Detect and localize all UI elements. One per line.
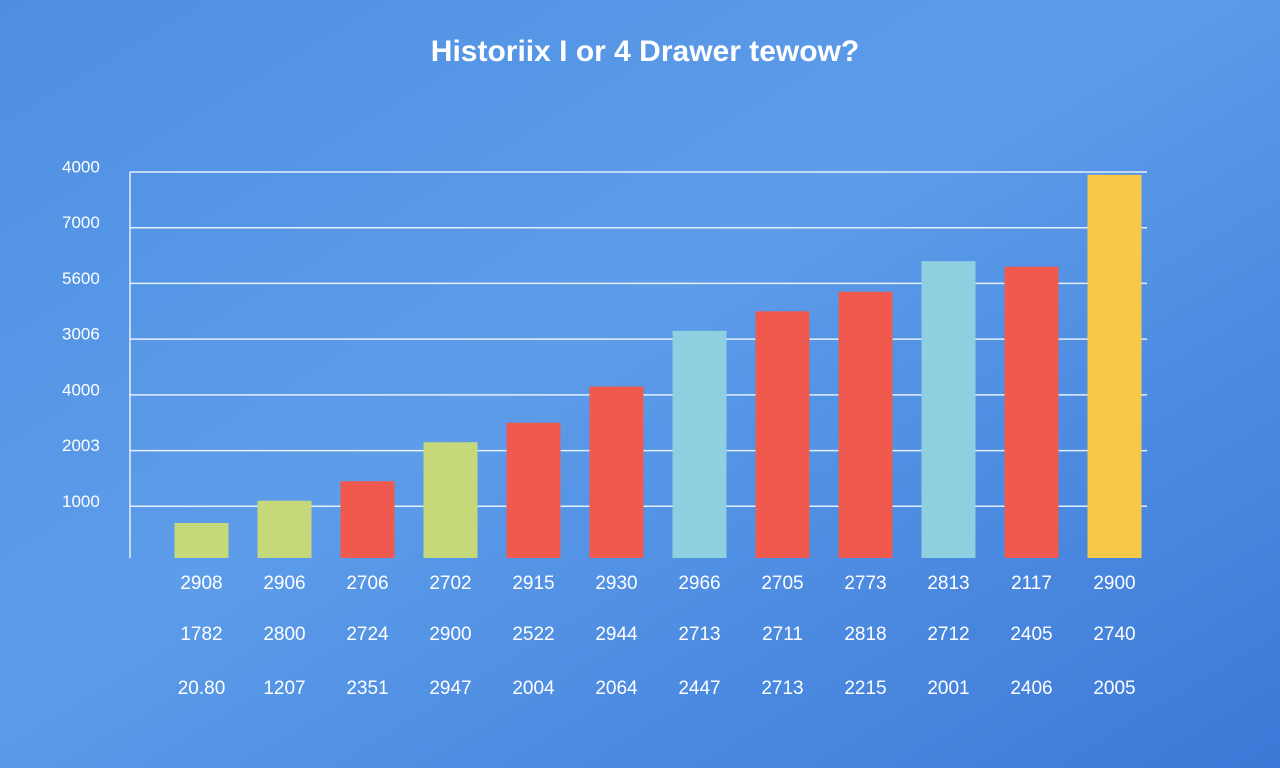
x-sub-label: 2447	[678, 678, 720, 699]
bar	[1004, 266, 1059, 558]
x-sub-label: 2900	[429, 624, 471, 645]
x-sub-label: 2215	[844, 678, 886, 699]
x-tick-label: 2773	[844, 573, 886, 594]
x-sub-label: 1207	[263, 678, 305, 699]
y-tick-label: 5600	[62, 269, 100, 288]
y-tick-label: 7000	[62, 213, 100, 232]
x-sub-label: 2944	[595, 624, 638, 645]
x-tick-label: 2813	[927, 573, 969, 594]
x-sub-label: 1782	[180, 624, 222, 645]
y-tick-label: 2003	[62, 436, 100, 455]
x-sub-label: 2800	[263, 624, 305, 645]
bar	[174, 523, 229, 558]
x-sub-label: 2712	[927, 624, 969, 645]
x-sub-label: 2004	[512, 678, 555, 699]
bar	[755, 311, 810, 558]
x-sub-label: 2947	[429, 678, 471, 699]
x-sub-label: 2351	[346, 678, 388, 699]
x-tick-label: 2900	[1093, 573, 1135, 594]
x-tick-label: 2930	[595, 573, 637, 594]
x-sub-label: 20.80	[178, 678, 226, 699]
x-sub-label: 2064	[595, 678, 638, 699]
x-sub-label: 2711	[762, 624, 803, 645]
x-tick-label: 2908	[180, 573, 222, 594]
y-tick-label: 1000	[62, 492, 100, 511]
x-sub-label: 2713	[678, 624, 720, 645]
x-tick-label: 2966	[678, 573, 720, 594]
y-tick-label: 4000	[62, 157, 100, 176]
bar	[1087, 174, 1142, 559]
x-tick-label: 2117	[1011, 573, 1052, 594]
x-sub-label: 2522	[512, 624, 554, 645]
bar	[589, 386, 644, 558]
bar	[340, 481, 395, 558]
bar	[672, 330, 727, 558]
chart-title: Historiix I or 4 Drawer tewow?	[431, 35, 859, 68]
x-sub-label: 2005	[1093, 678, 1135, 699]
x-tick-label: 2705	[761, 573, 803, 594]
x-tick-label: 2906	[263, 573, 305, 594]
x-tick-label: 2706	[346, 573, 388, 594]
bar	[921, 261, 976, 558]
x-sub-label: 2713	[761, 678, 803, 699]
bar	[506, 422, 561, 558]
x-tick-label: 2915	[512, 573, 554, 594]
bar	[257, 500, 312, 558]
bar	[838, 291, 893, 558]
bar	[423, 442, 478, 558]
x-sub-label: 2001	[927, 678, 969, 699]
x-sub-label: 2405	[1010, 624, 1052, 645]
y-tick-label: 3006	[62, 325, 100, 344]
x-tick-label: 2702	[429, 573, 471, 594]
x-sub-label: 2406	[1010, 678, 1052, 699]
y-tick-label: 4000	[62, 380, 100, 399]
x-sub-label: 2724	[346, 624, 389, 645]
x-sub-label: 2740	[1093, 624, 1135, 645]
x-sub-label: 2818	[844, 624, 886, 645]
